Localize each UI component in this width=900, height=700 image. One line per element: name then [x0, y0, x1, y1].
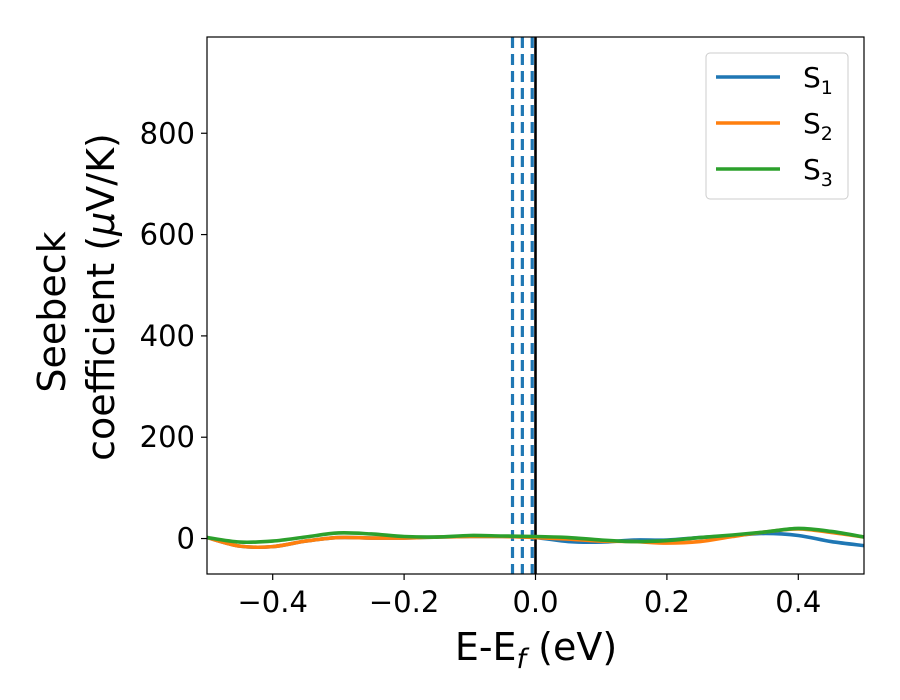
y-axis-label-mu: μ: [79, 212, 123, 237]
legend-box: [705, 52, 849, 200]
x-tick-label: −0.2: [369, 585, 439, 619]
y-tick-label: 200: [140, 420, 195, 454]
y-axis: 0 200 400 600 800: [140, 116, 207, 556]
series-lines: [207, 526, 864, 550]
legend-label-s3: S3: [803, 153, 833, 191]
y-tick-label: 400: [140, 319, 195, 353]
x-axis-label: E-Ef (eV): [455, 625, 617, 675]
y-tick-label: 600: [140, 218, 195, 252]
series-line-s3: [207, 526, 864, 545]
x-tick-label: −0.4: [237, 585, 307, 619]
x-tick-label: 0.4: [775, 585, 821, 619]
x-axis: −0.4 −0.2 0.0 0.2 0.4: [237, 574, 821, 619]
y-tick-label: 800: [140, 116, 195, 150]
x-tick-label: 0.2: [644, 585, 690, 619]
y-tick-label: 0: [177, 522, 195, 556]
y-axis-label-line1: Seebeck: [30, 231, 74, 392]
legend: S1 S2 S3: [705, 52, 849, 200]
legend-label-s2: S2: [803, 107, 833, 145]
x-tick-label: 0.0: [512, 585, 558, 619]
reference-lines: [510, 37, 537, 574]
y-axis-label: Seebeck coefficient (μV/K): [30, 133, 123, 461]
y-axis-label-line2: coefficient (μV/K): [79, 133, 123, 461]
legend-label-s1: S1: [803, 61, 833, 99]
